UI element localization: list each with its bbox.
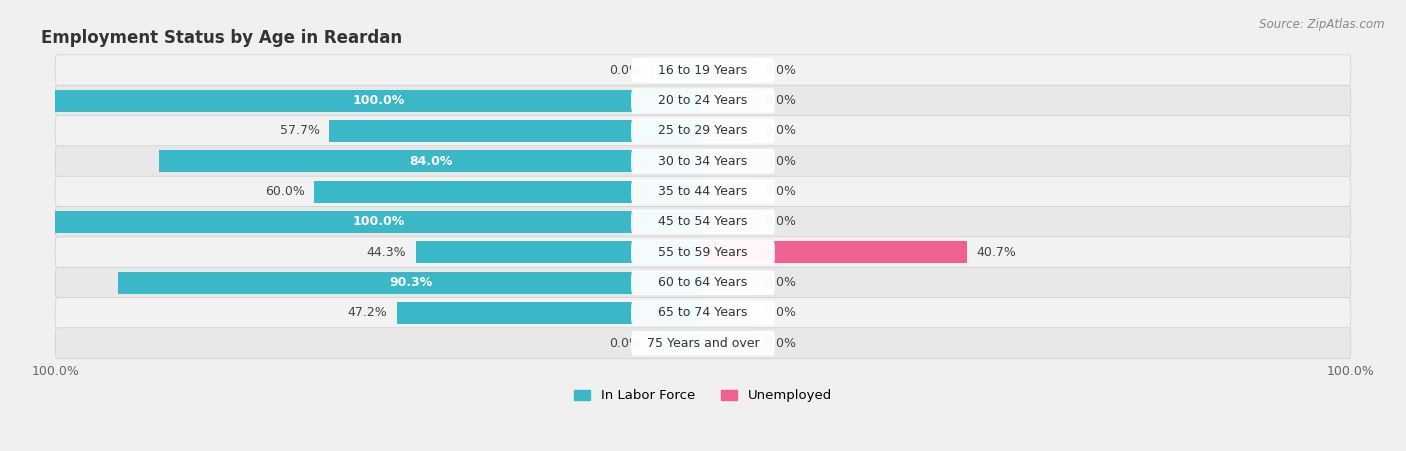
FancyBboxPatch shape bbox=[55, 328, 1351, 359]
Bar bbox=[159, 150, 703, 172]
Bar bbox=[55, 211, 703, 233]
Text: 90.3%: 90.3% bbox=[389, 276, 432, 289]
Text: 0.0%: 0.0% bbox=[765, 185, 797, 198]
FancyBboxPatch shape bbox=[631, 149, 775, 174]
Bar bbox=[703, 302, 755, 324]
FancyBboxPatch shape bbox=[631, 88, 775, 113]
Text: 60 to 64 Years: 60 to 64 Years bbox=[658, 276, 748, 289]
Text: 0.0%: 0.0% bbox=[765, 94, 797, 107]
Text: 60.0%: 60.0% bbox=[264, 185, 305, 198]
Text: 0.0%: 0.0% bbox=[765, 124, 797, 138]
Bar bbox=[651, 332, 703, 354]
FancyBboxPatch shape bbox=[631, 119, 775, 143]
FancyBboxPatch shape bbox=[631, 331, 775, 355]
Text: 0.0%: 0.0% bbox=[765, 216, 797, 229]
Text: 0.0%: 0.0% bbox=[609, 64, 641, 77]
Text: 40.7%: 40.7% bbox=[976, 246, 1017, 259]
Bar bbox=[703, 241, 967, 263]
Text: 0.0%: 0.0% bbox=[765, 155, 797, 168]
FancyBboxPatch shape bbox=[55, 207, 1351, 237]
Bar bbox=[703, 181, 755, 202]
FancyBboxPatch shape bbox=[55, 55, 1351, 86]
Bar bbox=[703, 272, 755, 294]
FancyBboxPatch shape bbox=[631, 179, 775, 204]
Bar bbox=[703, 150, 755, 172]
FancyBboxPatch shape bbox=[55, 146, 1351, 177]
Text: 100.0%: 100.0% bbox=[353, 216, 405, 229]
Text: 75 Years and over: 75 Years and over bbox=[647, 337, 759, 350]
Text: 35 to 44 Years: 35 to 44 Years bbox=[658, 185, 748, 198]
FancyBboxPatch shape bbox=[55, 176, 1351, 207]
Bar bbox=[703, 60, 755, 81]
FancyBboxPatch shape bbox=[55, 267, 1351, 298]
Bar bbox=[398, 302, 703, 324]
Text: 0.0%: 0.0% bbox=[765, 307, 797, 319]
Bar bbox=[416, 241, 703, 263]
Bar bbox=[315, 181, 703, 202]
Text: 0.0%: 0.0% bbox=[765, 337, 797, 350]
Bar bbox=[651, 60, 703, 81]
Bar bbox=[329, 120, 703, 142]
Text: 25 to 29 Years: 25 to 29 Years bbox=[658, 124, 748, 138]
FancyBboxPatch shape bbox=[631, 270, 775, 295]
FancyBboxPatch shape bbox=[631, 210, 775, 234]
Text: 20 to 24 Years: 20 to 24 Years bbox=[658, 94, 748, 107]
Text: 30 to 34 Years: 30 to 34 Years bbox=[658, 155, 748, 168]
FancyBboxPatch shape bbox=[631, 240, 775, 265]
Text: Employment Status by Age in Reardan: Employment Status by Age in Reardan bbox=[41, 28, 402, 46]
Text: 47.2%: 47.2% bbox=[347, 307, 388, 319]
Text: 84.0%: 84.0% bbox=[409, 155, 453, 168]
Text: 57.7%: 57.7% bbox=[280, 124, 319, 138]
Text: 16 to 19 Years: 16 to 19 Years bbox=[658, 64, 748, 77]
Bar bbox=[703, 332, 755, 354]
FancyBboxPatch shape bbox=[55, 298, 1351, 328]
Text: 65 to 74 Years: 65 to 74 Years bbox=[658, 307, 748, 319]
Text: 45 to 54 Years: 45 to 54 Years bbox=[658, 216, 748, 229]
Text: 55 to 59 Years: 55 to 59 Years bbox=[658, 246, 748, 259]
Bar bbox=[703, 90, 755, 111]
FancyBboxPatch shape bbox=[631, 301, 775, 325]
FancyBboxPatch shape bbox=[55, 237, 1351, 268]
FancyBboxPatch shape bbox=[55, 115, 1351, 147]
Bar bbox=[703, 120, 755, 142]
Text: Source: ZipAtlas.com: Source: ZipAtlas.com bbox=[1260, 18, 1385, 31]
Legend: In Labor Force, Unemployed: In Labor Force, Unemployed bbox=[574, 389, 832, 402]
Text: 44.3%: 44.3% bbox=[367, 246, 406, 259]
Text: 0.0%: 0.0% bbox=[609, 337, 641, 350]
Bar bbox=[118, 272, 703, 294]
Text: 0.0%: 0.0% bbox=[765, 64, 797, 77]
FancyBboxPatch shape bbox=[631, 58, 775, 83]
Bar bbox=[55, 90, 703, 111]
FancyBboxPatch shape bbox=[55, 85, 1351, 116]
Text: 100.0%: 100.0% bbox=[353, 94, 405, 107]
Text: 0.0%: 0.0% bbox=[765, 276, 797, 289]
Bar bbox=[703, 211, 755, 233]
